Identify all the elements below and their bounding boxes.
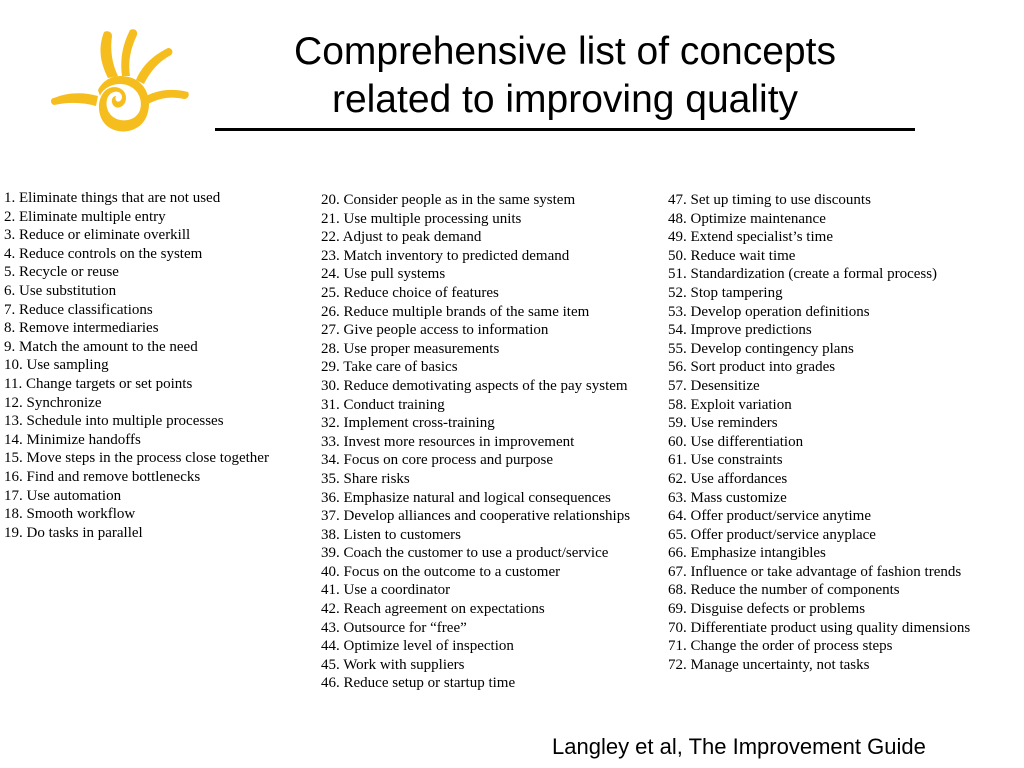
concept-item: 61. Use constraints xyxy=(668,452,783,469)
concept-item: 69. Disguise defects or problems xyxy=(668,601,866,618)
concept-item: 5. Recycle or reuse xyxy=(4,264,119,281)
citation: Langley et al, The Improvement Guide xyxy=(552,734,926,759)
concept-item: 63. Mass customize xyxy=(668,489,787,506)
concept-item: 17. Use automation xyxy=(4,487,122,504)
concept-item: 2. Eliminate multiple entry xyxy=(4,208,166,225)
concept-item: 50. Reduce wait time xyxy=(668,247,796,264)
concept-item: 25. Reduce choice of features xyxy=(321,284,499,301)
concept-item: 35. Share risks xyxy=(321,470,410,487)
concept-item: 8. Remove intermediaries xyxy=(4,320,159,337)
concept-item: 46. Reduce setup or startup time xyxy=(321,675,516,692)
concept-list-column-3: 47. Set up timing to use discounts 48. Op… xyxy=(668,191,1024,674)
concept-item: 52. Stop tampering xyxy=(668,284,783,301)
concept-item: 44. Optimize level of inspection xyxy=(321,638,514,655)
concept-item: 62. Use affordances xyxy=(668,470,788,487)
concept-item: 12. Synchronize xyxy=(4,394,102,411)
concept-item: 15. Move steps in the process close toge… xyxy=(4,450,269,467)
concept-item: 9. Match the amount to the need xyxy=(4,338,198,355)
concept-item: 53. Develop operation definitions xyxy=(668,303,870,320)
logo xyxy=(48,26,193,138)
concept-item: 59. Use reminders xyxy=(668,415,778,432)
concept-item: 4. Reduce controls on the system xyxy=(4,245,203,262)
concept-item: 70. Differentiate product using quality … xyxy=(668,619,971,636)
concept-list-column-2: 20. Consider people as in the same syste… xyxy=(321,191,663,693)
concept-item: 40. Focus on the outcome to a customer xyxy=(321,563,561,580)
concept-item: 7. Reduce classifications xyxy=(4,301,153,318)
concept-item: 28. Use proper measurements xyxy=(321,340,500,357)
concept-item: 11. Change targets or set points xyxy=(4,375,193,392)
concept-item: 29. Take care of basics xyxy=(321,359,458,376)
concept-item: 66. Emphasize intangibles xyxy=(668,545,826,562)
concept-item: 34. Focus on core process and purpose xyxy=(321,452,554,469)
concept-item: 48. Optimize maintenance xyxy=(668,210,826,227)
concept-item: 22. Adjust to peak demand xyxy=(321,229,482,246)
concept-item: 18. Smooth workflow xyxy=(4,506,136,523)
concept-item: 68. Reduce the number of components xyxy=(668,582,900,599)
concept-item: 67. Influence or take advantage of fashi… xyxy=(668,563,962,580)
sun-hand-icon xyxy=(51,29,189,132)
concept-item: 13. Schedule into multiple processes xyxy=(4,413,224,430)
title-line-2: related to improving quality xyxy=(331,78,799,121)
concept-item: 14. Minimize handoffs xyxy=(4,431,141,448)
concept-item: 38. Listen to customers xyxy=(321,526,461,543)
concept-item: 3. Reduce or eliminate overkill xyxy=(4,227,191,244)
concept-item: 24. Use pull systems xyxy=(321,266,446,283)
title-underline xyxy=(215,128,915,131)
concept-item: 54. Improve predictions xyxy=(668,322,812,339)
concept-item: 43. Outsource for “free” xyxy=(321,619,467,636)
concept-item: 10. Use sampling xyxy=(4,357,109,374)
concept-item: 42. Reach agreement on expectations xyxy=(321,601,545,618)
concept-item: 72. Manage uncertainty, not tasks xyxy=(668,656,870,673)
concept-item: 39. Coach the customer to use a product/… xyxy=(321,545,609,562)
concept-item: 60. Use differentiation xyxy=(668,433,804,450)
concept-item: 47. Set up timing to use discounts xyxy=(668,192,871,208)
concept-item: 57. Desensitize xyxy=(668,377,760,394)
concept-item: 56. Sort product into grades xyxy=(668,359,836,376)
concept-item: 65. Offer product/service anyplace xyxy=(668,526,876,543)
concept-item: 36. Emphasize natural and logical conseq… xyxy=(321,489,611,506)
concept-item: 30. Reduce demotivating aspects of the p… xyxy=(321,377,628,394)
concept-item: 64. Offer product/service anytime xyxy=(668,508,871,525)
concept-item: 58. Exploit variation xyxy=(668,396,792,413)
concept-item: 55. Develop contingency plans xyxy=(668,340,854,357)
concept-item: 33. Invest more resources in improvement xyxy=(321,433,575,450)
concept-item: 16. Find and remove bottlenecks xyxy=(4,468,201,485)
concept-item: 45. Work with suppliers xyxy=(321,656,465,673)
concept-item: 51. Standardization (create a formal pro… xyxy=(668,266,938,283)
page-title: Comprehensive list of concepts related t… xyxy=(215,28,915,124)
concept-item: 31. Conduct training xyxy=(321,396,445,413)
concept-list-column-1: 1. Eliminate things that are not used 2. … xyxy=(4,189,316,542)
concept-item: 71. Change the order of process steps xyxy=(668,638,893,655)
concept-item: 23. Match inventory to predicted demand xyxy=(321,247,570,264)
concept-item: 19. Do tasks in parallel xyxy=(4,524,143,541)
concept-item: 32. Implement cross-training xyxy=(321,415,495,432)
concept-item: 26. Reduce multiple brands of the same i… xyxy=(321,303,590,320)
concept-item: 20. Consider people as in the same syste… xyxy=(321,192,576,208)
title-line-1: Comprehensive list of concepts xyxy=(294,30,836,73)
concept-item: 37. Develop alliances and cooperative re… xyxy=(321,508,631,525)
concept-item: 49. Extend specialist’s time xyxy=(668,229,833,246)
concept-item: 1. Eliminate things that are not used xyxy=(4,190,221,206)
concept-item: 21. Use multiple processing units xyxy=(321,210,522,227)
concept-item: 6. Use substitution xyxy=(4,282,117,299)
concept-item: 27. Give people access to information xyxy=(321,322,549,339)
concept-item: 41. Use a coordinator xyxy=(321,582,451,599)
